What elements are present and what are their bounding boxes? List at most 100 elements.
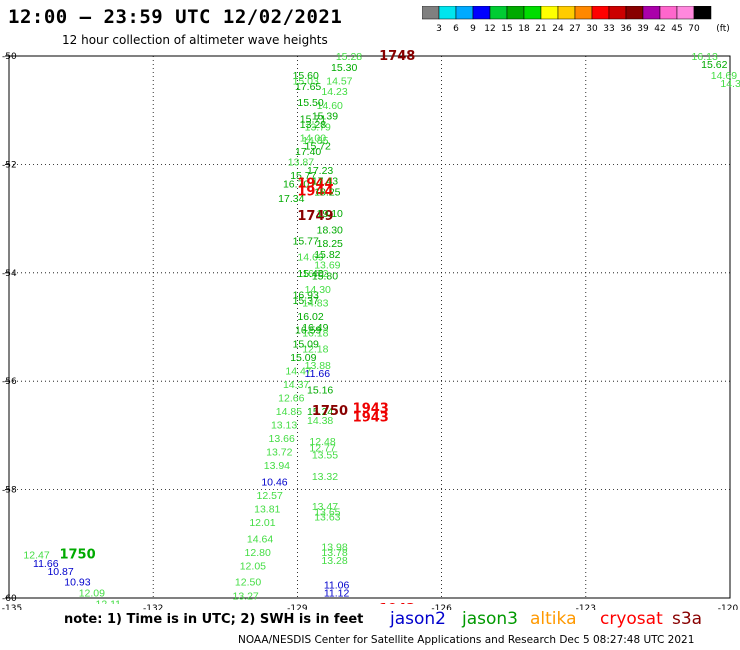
wave-height-label: 13.08 [230, 604, 256, 610]
wave-height-label: 15.09 [290, 352, 316, 364]
wave-height-label: 16.18 [302, 327, 328, 339]
pass-time-label: 1942 [379, 602, 415, 610]
wave-height-label: 17.23 [307, 165, 333, 177]
wave-height-label: 16.13 [692, 51, 718, 63]
wave-height-label: 15.71 [300, 113, 326, 125]
wave-height-label: 12.80 [245, 547, 271, 559]
wave-height-label: 11.66 [305, 368, 331, 380]
chart-title: 12:00 – 23:59 UTC 12/02/2021 [8, 6, 343, 28]
wave-height-label: 13.28 [321, 555, 347, 567]
latitude-tick-label: -52 [2, 160, 17, 170]
wave-height-label: 11.66 [33, 558, 59, 570]
wave-height-label: 18.25 [314, 187, 340, 199]
colorbar-tick-label: 6 [453, 24, 459, 34]
colorbar-tick-label: 18 [518, 24, 530, 34]
colorbar-tick-label: 15 [501, 24, 512, 34]
longitude-tick-label: -129 [287, 604, 308, 610]
wave-height-label: 12.77 [309, 442, 335, 454]
wave-height-label: 15.40 [297, 268, 323, 280]
wave-height-label: 12.01 [249, 517, 275, 529]
wave-height-label: 13.94 [264, 460, 290, 472]
longitude-tick-label: -120 [718, 604, 739, 610]
legend-jason2: jason2 [390, 609, 446, 629]
colorbar-tick-label: 39 [637, 24, 649, 34]
wave-height-label: 16.59 [295, 325, 321, 337]
credit-footer: NOAA/NESDIS Center for Satellite Applica… [238, 634, 695, 646]
wave-height-label: 15.50 [297, 97, 323, 109]
colorbar-tick-label: 12 [484, 24, 495, 34]
pass-time-label: 1943 [353, 401, 389, 416]
wave-height-label: 13.88 [305, 360, 331, 372]
latitude-tick-label: -56 [2, 377, 17, 387]
wave-height-label: 13.47 [312, 501, 338, 513]
colorbar-tick-label: 33 [603, 24, 614, 34]
longitude-tick-label: -132 [143, 604, 163, 610]
wave-height-label: 12.57 [257, 490, 283, 502]
wave-height-label: 16.49 [302, 322, 328, 334]
wave-height-label: 18.30 [317, 224, 343, 236]
color-scale-legend: 3 6 9 12 15 18 21 24 27 30 33 36 39 42 45 70 (ft) [422, 6, 730, 34]
wave-height-label: 15.62 [701, 59, 727, 71]
wave-height-label: 19.10 [317, 208, 343, 220]
wave-height-label: 14.3 [720, 78, 740, 90]
wave-height-label: 12.05 [240, 560, 266, 572]
wave-height-label: 14.64 [247, 533, 273, 545]
wave-height-label: 15.39 [312, 111, 338, 123]
colorbar-tick-label: 42 [654, 24, 665, 34]
wave-height-label: 13.65 [314, 506, 340, 518]
wave-height-label: 12.18 [302, 344, 328, 356]
wave-height-label: 14.47 [285, 365, 311, 377]
longitude-tick-label: -126 [431, 604, 452, 610]
colorbar-tick-label: 70 [688, 24, 700, 34]
latitude-tick-label: -60 [2, 594, 17, 604]
wave-height-label: 12.09 [79, 588, 105, 600]
latitude-tick-label: -58 [2, 486, 17, 496]
wave-height-label: 17.65 [295, 81, 321, 93]
wave-height-label: 14.83 [302, 298, 328, 310]
wave-height-label: 13.69 [314, 260, 340, 272]
wave-height-label: 11.12 [324, 588, 350, 600]
wave-height-label: 14.85 [302, 135, 328, 147]
observation-layer: 15.28 174815.3014.5714.2314.6015.3913.791… [23, 49, 740, 610]
wave-height-label: 14.00 [300, 132, 326, 144]
wave-height-label: 14.69 [711, 70, 737, 82]
pass-time-label: 1748 [379, 49, 415, 64]
wave-height-label: 15.30 [331, 62, 357, 74]
wave-height-label: 13.81 [254, 504, 280, 516]
pass-time-label: 1944 [297, 185, 333, 200]
wave-height-label: 11.06 [324, 579, 350, 591]
wave-height-label: 13.27 [233, 590, 259, 602]
wave-height-label: 18.25 [317, 238, 343, 250]
wave-height-label: 14.57 [326, 75, 352, 87]
wave-height-label: 14.23 [321, 86, 347, 98]
wave-height-label: 14.69 [297, 252, 323, 264]
colorbar-tick-label: 30 [586, 24, 598, 34]
wave-height-label: 15.24 [307, 406, 333, 418]
wave-height-label: 12.11 [96, 598, 122, 610]
pass-time-label: 1750 [312, 404, 348, 419]
colorbar-swatch [693, 6, 712, 20]
legend-s3a: s3a [672, 609, 703, 629]
wave-height-label: 13.72 [266, 447, 292, 459]
wave-height-label: 14.37 [283, 379, 309, 391]
latitude-tick-label: -54 [2, 269, 17, 279]
wave-height-map: -135 -132 -129 -126 -123 -120 -50 -52 -54 -56 -58 -… [2, 49, 740, 610]
wave-height-label: 15.77 [290, 170, 316, 182]
wave-height-label: 17.34 [278, 193, 304, 205]
wave-height-label: 15.77 [293, 235, 319, 247]
legend-altika: altika [530, 609, 577, 629]
legend-cryosat: cryosat [600, 609, 663, 629]
wave-height-label: 15.60 [293, 70, 319, 82]
map-frame [8, 55, 731, 599]
wave-height-label: 16.72 [302, 268, 328, 280]
wave-height-label: 15.16 [307, 384, 333, 396]
wave-height-label: 13.87 [288, 157, 314, 169]
pass-time-label: 1944 [297, 176, 333, 191]
wave-height-label: 13.38 [324, 607, 350, 610]
pass-time-label: 1943 [353, 411, 389, 426]
wave-height-label: 15.09 [293, 338, 319, 350]
wave-height-label: 13.28 [300, 119, 326, 131]
wave-height-label: 15.03 [293, 75, 319, 87]
wave-height-label: 13.55 [312, 449, 338, 461]
longitude-tick-label: -123 [576, 604, 596, 610]
